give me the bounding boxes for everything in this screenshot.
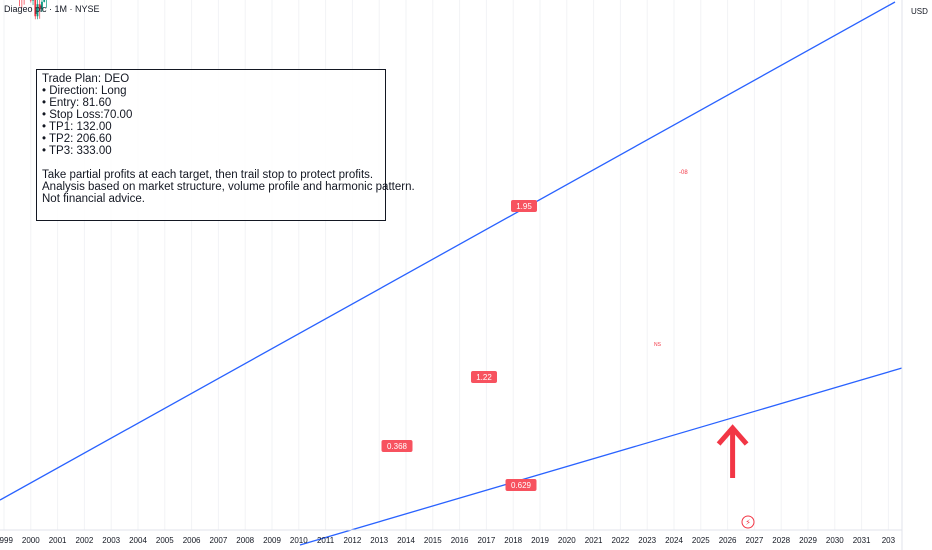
x-tick-label: 2024 bbox=[665, 536, 683, 545]
x-tick-label: 2006 bbox=[183, 536, 201, 545]
small-label: -08 bbox=[679, 170, 688, 176]
x-tick-label: 2012 bbox=[344, 536, 362, 545]
x-tick-label: 2007 bbox=[210, 536, 228, 545]
trade-plan-line: • TP2: 206.60 bbox=[42, 133, 112, 145]
x-tick-label: 2019 bbox=[531, 536, 549, 545]
candle-body bbox=[29, 0, 32, 1]
x-tick-label: 2017 bbox=[478, 536, 496, 545]
lightning-icon: ⚡ bbox=[745, 518, 751, 527]
trade-plan-note: Not financial advice. bbox=[42, 193, 145, 205]
ratio-label: 1.95 bbox=[516, 202, 532, 211]
lightning-icon bbox=[741, 515, 755, 529]
x-tick-label: 2028 bbox=[772, 536, 790, 545]
candle-body bbox=[36, 4, 39, 17]
symbol-title: Diageo plc · 1M · NYSE bbox=[4, 4, 100, 14]
x-tick-label: 2004 bbox=[129, 536, 147, 545]
x-tick-label: 2008 bbox=[236, 536, 254, 545]
x-tick-label: 2022 bbox=[612, 536, 630, 545]
candle-body bbox=[38, 4, 41, 9]
ratio-label: 0.368 bbox=[387, 442, 408, 451]
x-tick-label: 2002 bbox=[76, 536, 94, 545]
channel-upper-line bbox=[0, 1, 896, 501]
x-tick-label: 2011 bbox=[317, 536, 335, 545]
small-label: NS bbox=[654, 342, 662, 348]
x-tick-label: 2023 bbox=[638, 536, 656, 545]
x-tick-label: 2009 bbox=[263, 536, 281, 545]
x-tick-label: 2013 bbox=[370, 536, 388, 545]
x-tick-label: 2020 bbox=[558, 536, 576, 545]
ratio-label: 0.629 bbox=[511, 481, 532, 490]
ratio-label-bg bbox=[471, 371, 497, 383]
candle-body bbox=[34, 0, 37, 17]
trade-plan-note: Take partial profits at each target, the… bbox=[42, 169, 374, 181]
ratio-label-bg bbox=[381, 440, 413, 452]
x-tick-label: 203 bbox=[882, 536, 896, 545]
x-tick-label: 2010 bbox=[290, 536, 308, 545]
x-tick-label: 2015 bbox=[424, 536, 442, 545]
trade-plan-line: • Direction: Long bbox=[42, 85, 127, 97]
x-tick-label: 2016 bbox=[451, 536, 469, 545]
x-tick-label: 2026 bbox=[719, 536, 737, 545]
x-tick-label: 2018 bbox=[504, 536, 522, 545]
trade-plan-box[interactable]: Trade Plan: DEO • Direction: Long • Entr… bbox=[36, 69, 415, 221]
candle-body bbox=[41, 1, 43, 9]
x-tick-label: 2027 bbox=[746, 536, 764, 545]
trade-plan-line: • Entry: 81.60 bbox=[42, 97, 112, 109]
x-tick-label: 2029 bbox=[799, 536, 817, 545]
candlesticks bbox=[19, 0, 47, 20]
x-tick-label: 2005 bbox=[156, 536, 174, 545]
candle-body bbox=[43, 0, 46, 2]
currency-label[interactable]: USD bbox=[911, 7, 928, 16]
trade-plan-note: Analysis based on market structure, volu… bbox=[42, 181, 415, 193]
channel-lower-line bbox=[299, 367, 903, 546]
trade-plan-line: • TP3: 333.00 bbox=[42, 145, 112, 157]
trade-plan-title: Trade Plan: DEO bbox=[42, 73, 130, 85]
x-tick-label: 2021 bbox=[585, 536, 603, 545]
ratio-label-bg bbox=[505, 479, 537, 491]
x-tick-label: 2025 bbox=[692, 536, 710, 545]
candle-body bbox=[32, 0, 34, 1]
ratio-label: 1.22 bbox=[476, 373, 492, 382]
x-tick-label: 2003 bbox=[102, 536, 120, 545]
trade-plan-line: • Stop Loss:70.00 bbox=[42, 109, 133, 121]
x-tick-label: 2030 bbox=[826, 536, 844, 545]
x-tick-label: 2000 bbox=[22, 536, 40, 545]
x-tick-label: 1999 bbox=[0, 536, 13, 545]
x-tick-label: 2031 bbox=[853, 536, 871, 545]
x-tick-label: 2014 bbox=[397, 536, 415, 545]
arrow-up-icon bbox=[716, 424, 749, 446]
x-tick-label: 2001 bbox=[49, 536, 67, 545]
ratio-label-bg bbox=[511, 200, 537, 212]
trade-plan-line: • TP1: 132.00 bbox=[42, 121, 112, 133]
trend-lines bbox=[0, 1, 903, 546]
